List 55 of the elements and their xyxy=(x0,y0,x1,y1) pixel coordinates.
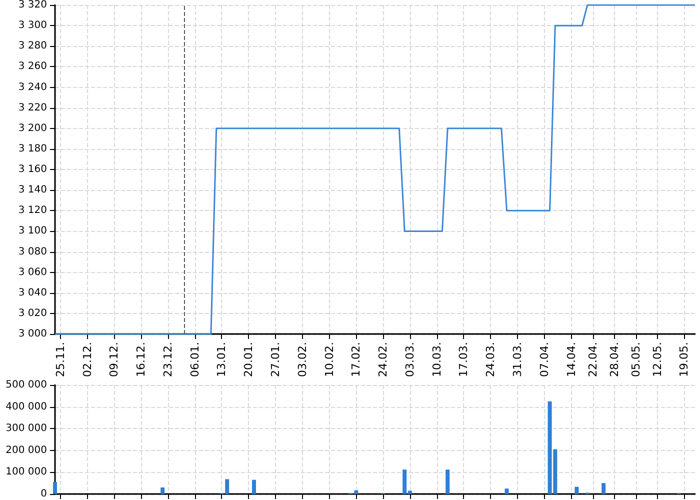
bar xyxy=(160,487,165,494)
x-tick-label: 27.01. xyxy=(269,342,282,377)
y-tick-label: 200 000 xyxy=(6,444,47,456)
y-tick-label: 3 080 xyxy=(18,246,47,258)
bar xyxy=(446,470,450,494)
x-tick-label: 19.05. xyxy=(678,342,691,377)
bar xyxy=(602,483,606,494)
x-tick-label: 05.05. xyxy=(629,342,642,377)
y-tick-label: 3 060 xyxy=(18,266,47,278)
x-tick-label: 03.03. xyxy=(403,342,416,377)
x-tick-label: 17.03. xyxy=(457,342,470,377)
bar xyxy=(252,480,256,494)
x-tick-label: 07.04. xyxy=(538,342,551,377)
bar xyxy=(53,482,57,494)
x-tick-label: 10.02. xyxy=(322,342,336,377)
x-tick-label: 25.11. xyxy=(54,342,67,377)
x-tick-label: 03.02. xyxy=(296,342,309,377)
y-tick-label: 0 xyxy=(40,488,47,500)
x-tick-label: 10.03. xyxy=(430,342,444,377)
y-tick-label: 3 120 xyxy=(18,205,47,216)
y-tick-label: 3 320 xyxy=(18,0,47,10)
x-tick-label: 14.04. xyxy=(564,342,578,377)
y-tick-label: 3 160 xyxy=(18,164,47,175)
x-tick-label: 20.01. xyxy=(242,342,256,377)
y-tick-label: 300 000 xyxy=(6,423,47,434)
y-tick-label: 3 100 xyxy=(18,226,47,237)
x-tick-label: 13.01. xyxy=(215,342,228,377)
x-tick-label: 31.03. xyxy=(511,342,524,377)
x-tick-label: 16.12. xyxy=(134,342,148,377)
y-tick-label: 3 020 xyxy=(18,308,47,319)
y-tick-label: 3 220 xyxy=(18,102,47,114)
y-tick-label: 3 040 xyxy=(18,287,47,298)
x-tick-label: 23.12. xyxy=(161,342,174,377)
x-tick-label: 17.02. xyxy=(350,342,363,377)
y-tick-label: 3 300 xyxy=(18,20,47,32)
y-tick-label: 3 280 xyxy=(18,40,47,52)
y-tick-label: 3 140 xyxy=(18,184,47,196)
y-tick-label: 500 000 xyxy=(6,380,47,390)
y-tick-label: 3 260 xyxy=(18,61,47,72)
x-tick-label: 28.04. xyxy=(608,342,621,377)
x-tick-label: 24.03. xyxy=(484,342,498,377)
x-tick-label: 06.01. xyxy=(188,342,202,377)
x-tick-label: 12.05. xyxy=(650,342,664,377)
y-tick-label: 3 240 xyxy=(18,82,47,93)
x-tick-label: 02.12. xyxy=(80,342,94,377)
x-tick-label: 24.02. xyxy=(376,342,390,377)
x-tick-label: 22.04. xyxy=(586,342,600,377)
y-tick-label: 100 000 xyxy=(6,466,47,478)
y-tick-label: 3 200 xyxy=(18,122,47,134)
bar xyxy=(504,488,509,494)
x-tick-label: 09.12. xyxy=(108,342,121,377)
y-tick-label: 3 000 xyxy=(18,328,47,340)
bar xyxy=(574,486,579,494)
y-tick-label: 3 180 xyxy=(18,143,47,154)
y-tick-label: 400 000 xyxy=(6,401,47,412)
